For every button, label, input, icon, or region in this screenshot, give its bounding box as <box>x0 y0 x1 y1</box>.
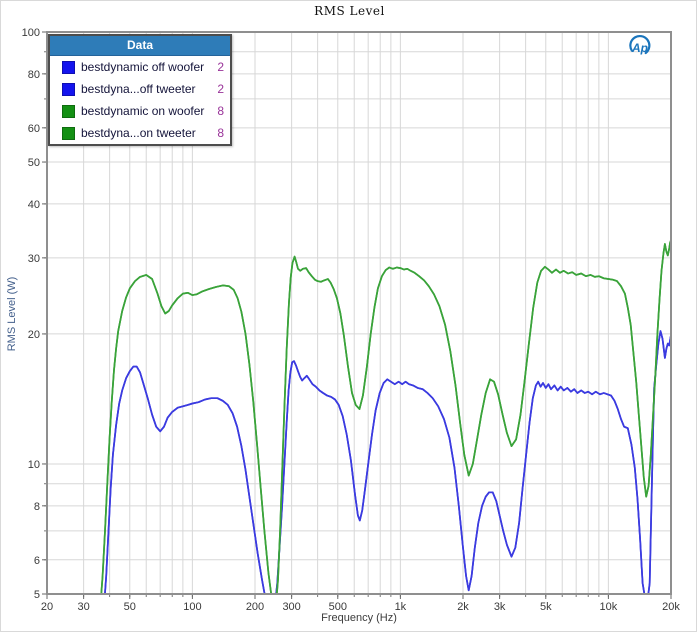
y-tick-label: 10 <box>28 459 40 471</box>
legend-swatch-blue <box>62 60 75 74</box>
legend-label: bestdynamic off woofer <box>81 60 205 74</box>
x-axis-label: Frequency (Hz) <box>321 612 397 624</box>
y-tick-label: 30 <box>28 253 40 265</box>
x-tick-label: 20k <box>662 601 680 613</box>
legend-label: bestdynamic on woofer <box>81 104 205 118</box>
series-line-0 <box>104 330 670 593</box>
x-tick-label: 1k <box>395 601 407 613</box>
legend-panel: Data bestdynamic off woofer 2 bestdyna...o… <box>48 34 232 146</box>
legend-item-0[interactable]: bestdynamic off woofer 2 <box>50 56 230 78</box>
y-tick-label: 5 <box>34 589 40 601</box>
x-tick-label: 50 <box>124 601 136 613</box>
series-line-2 <box>100 240 670 593</box>
legend-channel-number: 8 <box>217 104 224 118</box>
x-tick-label: 20 <box>41 601 53 613</box>
x-tick-label: 200 <box>246 601 264 613</box>
y-tick-label: 80 <box>28 69 40 81</box>
y-tick-label: 20 <box>28 329 40 341</box>
x-tick-label: 10k <box>600 601 618 613</box>
ap-logo: Ap <box>629 34 651 55</box>
plot-frame <box>46 31 672 595</box>
x-tick-label: 300 <box>282 601 300 613</box>
legend-channel-number: 8 <box>217 126 224 140</box>
tick-labels: 20 30 50 100 200 300 500 1k 2k 3k 5k 10k 20k 100 80 60 5… <box>22 27 681 613</box>
series-traces <box>100 240 670 593</box>
series-line-3 <box>100 240 670 593</box>
x-tick-label: 100 <box>183 601 201 613</box>
x-tick-label: 500 <box>329 601 347 613</box>
y-tick-label: 8 <box>34 501 40 513</box>
legend-swatch-blue <box>62 82 75 96</box>
legend-swatch-green <box>62 104 75 118</box>
legend-item-3[interactable]: bestdyna...on tweeter 8 <box>50 122 230 144</box>
legend-header[interactable]: Data <box>50 36 230 56</box>
y-tick-label: 40 <box>28 199 40 211</box>
legend-channel-number: 2 <box>217 60 224 74</box>
y-tick-label: 100 <box>22 27 40 39</box>
x-tick-label: 5k <box>540 601 552 613</box>
series-line-1 <box>104 330 670 593</box>
y-axis-label: RMS Level (W) <box>6 276 18 352</box>
legend-item-1[interactable]: bestdyna...off tweeter 2 <box>50 78 230 100</box>
legend-swatch-green <box>62 126 75 140</box>
legend-label: bestdyna...off tweeter <box>81 82 196 96</box>
ap-logo-swoosh <box>629 34 651 55</box>
x-tick-label: 2k <box>457 601 469 613</box>
y-tick-label: 6 <box>34 555 40 567</box>
grid <box>46 31 672 595</box>
x-tick-label: 30 <box>78 601 90 613</box>
legend-label: bestdyna...on tweeter <box>81 126 196 140</box>
y-tick-label: 60 <box>28 123 40 135</box>
legend-item-2[interactable]: bestdynamic on woofer 8 <box>50 100 230 122</box>
x-tick-label: 3k <box>494 601 506 613</box>
y-tick-label: 50 <box>28 157 40 169</box>
legend-channel-number: 2 <box>217 82 224 96</box>
chart-title: RMS Level <box>314 4 385 18</box>
ap-logo-text: Ap <box>631 41 648 55</box>
